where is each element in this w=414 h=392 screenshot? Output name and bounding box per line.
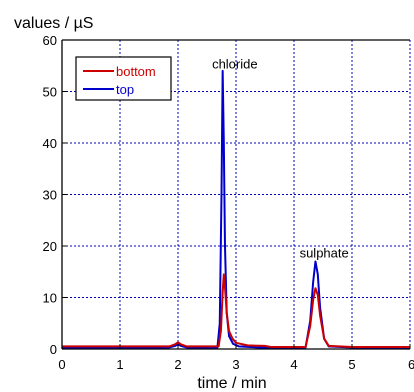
legend-label-bottom: bottom xyxy=(116,64,156,79)
y-tick-label: 10 xyxy=(43,291,57,306)
legend-box xyxy=(75,56,172,101)
y-tick-label: 40 xyxy=(43,136,57,151)
x-tick-label: 1 xyxy=(116,357,123,372)
annotation-sulphate: sulphate xyxy=(300,245,349,260)
x-tick-label: 0 xyxy=(58,357,65,372)
x-tick-label: 4 xyxy=(290,357,297,372)
annotation-chloride: chloride xyxy=(212,56,258,71)
x-tick-label: 2 xyxy=(174,357,181,372)
y-tick-label: 30 xyxy=(43,188,57,203)
legend: bottom top xyxy=(75,56,172,101)
axes xyxy=(61,39,411,350)
series-group xyxy=(62,69,410,349)
tick-labels: 0 10 20 30 40 50 60 0 1 2 3 4 5 6 xyxy=(43,33,414,372)
x-tick-label: 5 xyxy=(348,357,355,372)
grid xyxy=(62,40,411,349)
x-tick-label: 6 xyxy=(408,357,414,372)
y-axis-title: values / µS xyxy=(14,15,93,32)
x-axis-title: time / min xyxy=(197,375,266,392)
y-tick-label: 0 xyxy=(50,342,57,357)
series-line-bottom xyxy=(62,273,410,348)
series-line-top xyxy=(62,69,410,349)
y-tick-label: 50 xyxy=(43,85,57,100)
y-tick-label: 60 xyxy=(43,33,57,48)
annotations: chloride sulphate xyxy=(212,56,349,260)
y-tick-label: 20 xyxy=(43,239,57,254)
legend-label-top: top xyxy=(116,82,134,97)
x-tick-label: 3 xyxy=(232,357,239,372)
